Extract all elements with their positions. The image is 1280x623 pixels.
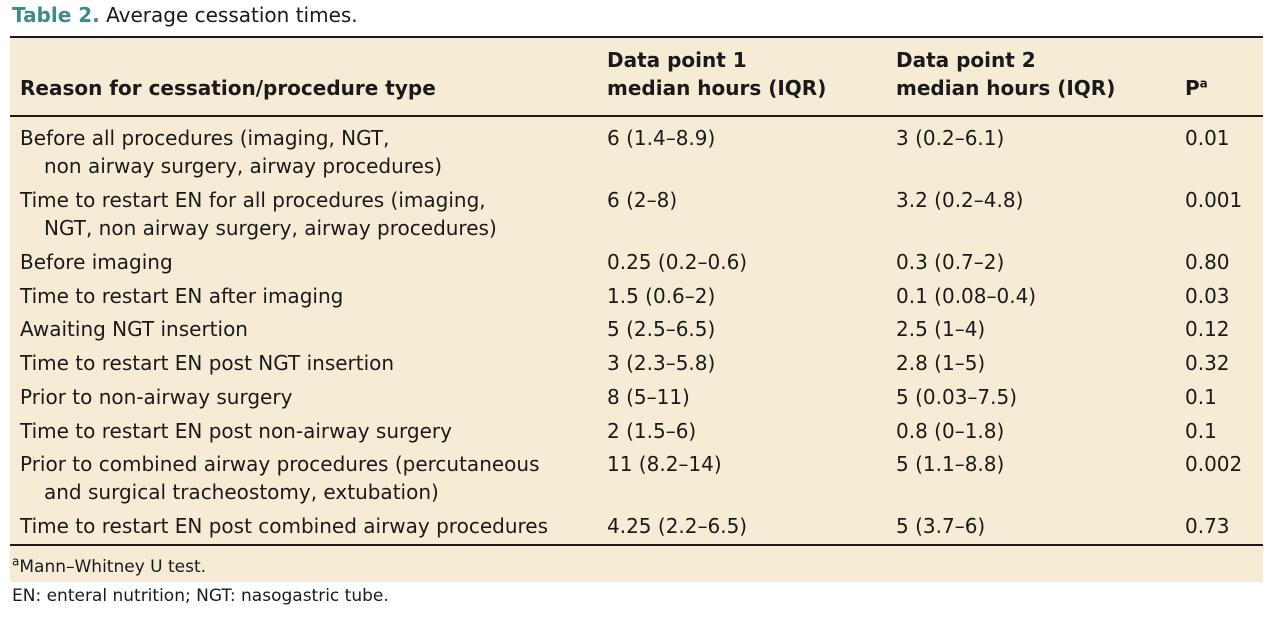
row-data-point-2: 5 (3.7–6) (896, 514, 986, 538)
table-label: Table 2. (12, 3, 100, 27)
row-reason: Time to restart EN for all procedures (i… (20, 186, 497, 242)
row-data-point-2: 5 (0.03–7.5) (896, 385, 1018, 409)
row-reason-line: Time to restart EN for all procedures (i… (20, 188, 486, 212)
header-p-value: Pa (1185, 76, 1208, 100)
row-p-value: 0.12 (1185, 317, 1230, 341)
row-data-point-2: 0.8 (0–1.8) (896, 419, 1005, 443)
row-reason: Before imaging (20, 248, 173, 276)
row-data-point-2: 0.3 (0.7–2) (896, 250, 1005, 274)
row-reason-line: Prior to non-airway surgery (20, 385, 293, 409)
row-reason: Time to restart EN post non-airway surge… (20, 417, 452, 445)
footnote-superscript: a (12, 554, 20, 569)
row-data-point-1: 1.5 (0.6–2) (607, 284, 716, 308)
row-reason-line: Awaiting NGT insertion (20, 317, 248, 341)
header-reason: Reason for cessation/procedure type (20, 76, 436, 100)
row-p-value: 0.80 (1185, 250, 1230, 274)
header-data-point-1: Data point 1 median hours (IQR) (607, 48, 827, 100)
row-reason: Prior to combined airway procedures (per… (20, 450, 540, 506)
row-reason: Prior to non-airway surgery (20, 383, 292, 411)
table-caption: Table 2. Average cessation times. (12, 2, 358, 28)
header-p-superscript: a (1199, 76, 1208, 91)
header-data-point-2: Data point 2 median hours (IQR) (896, 48, 1116, 100)
row-reason-line: Time to restart EN post combined airway … (20, 514, 549, 538)
row-p-value: 0.002 (1185, 452, 1243, 476)
row-data-point-1: 11 (8.2–14) (607, 452, 722, 476)
row-reason: Awaiting NGT insertion (20, 315, 248, 343)
row-reason-line: and surgical tracheostomy, extubation) (44, 480, 439, 504)
row-p-value: 0.001 (1185, 188, 1243, 212)
row-reason: Time to restart EN post NGT insertion (20, 349, 394, 377)
footnote: aMann–Whitney U test. (12, 554, 207, 578)
row-reason-line: non airway surgery, airway procedures) (44, 154, 443, 178)
row-p-value: 0.1 (1185, 385, 1217, 409)
top-rule (10, 36, 1263, 38)
row-reason-line: Before imaging (20, 250, 173, 274)
row-data-point-2: 2.8 (1–5) (896, 351, 986, 375)
row-data-point-1: 6 (1.4–8.9) (607, 126, 716, 150)
row-data-point-1: 2 (1.5–6) (607, 419, 697, 443)
row-data-point-1: 4.25 (2.2–6.5) (607, 514, 748, 538)
row-p-value: 0.01 (1185, 126, 1230, 150)
row-data-point-2: 2.5 (1–4) (896, 317, 986, 341)
footnote-text: Mann–Whitney U test. (19, 557, 207, 577)
table-panel: Reason for cessation/procedure type Data… (10, 36, 1263, 582)
row-reason-line: Before all procedures (imaging, NGT, (20, 126, 390, 150)
row-reason-line: Prior to combined airway procedures (per… (20, 452, 540, 476)
row-reason-line: Time to restart EN post non-airway surge… (20, 419, 452, 443)
row-data-point-1: 5 (2.5–6.5) (607, 317, 716, 341)
table-title: Average cessation times. (106, 3, 358, 27)
row-reason-line: Time to restart EN post NGT insertion (20, 351, 395, 375)
abbreviations-note: EN: enteral nutrition; NGT: nasogastric … (12, 586, 389, 606)
row-data-point-1: 0.25 (0.2–0.6) (607, 250, 748, 274)
row-data-point-2: 5 (1.1–8.8) (896, 452, 1005, 476)
row-reason-line: Time to restart EN after imaging (20, 284, 344, 308)
row-reason: Time to restart EN post combined airway … (20, 512, 548, 540)
row-data-point-1: 3 (2.3–5.8) (607, 351, 716, 375)
row-p-value: 0.1 (1185, 419, 1217, 443)
row-reason-line: NGT, non airway surgery, airway procedur… (44, 216, 497, 240)
header-rule (10, 115, 1263, 117)
row-reason: Before all procedures (imaging, NGT, non … (20, 124, 442, 180)
row-data-point-1: 8 (5–11) (607, 385, 690, 409)
row-p-value: 0.32 (1185, 351, 1230, 375)
row-data-point-2: 3.2 (0.2–4.8) (896, 188, 1024, 212)
bottom-rule (10, 544, 1263, 546)
row-p-value: 0.73 (1185, 514, 1230, 538)
row-data-point-1: 6 (2–8) (607, 188, 678, 212)
row-data-point-2: 0.1 (0.08–0.4) (896, 284, 1037, 308)
row-reason: Time to restart EN after imaging (20, 282, 343, 310)
row-p-value: 0.03 (1185, 284, 1230, 308)
row-data-point-2: 3 (0.2–6.1) (896, 126, 1005, 150)
